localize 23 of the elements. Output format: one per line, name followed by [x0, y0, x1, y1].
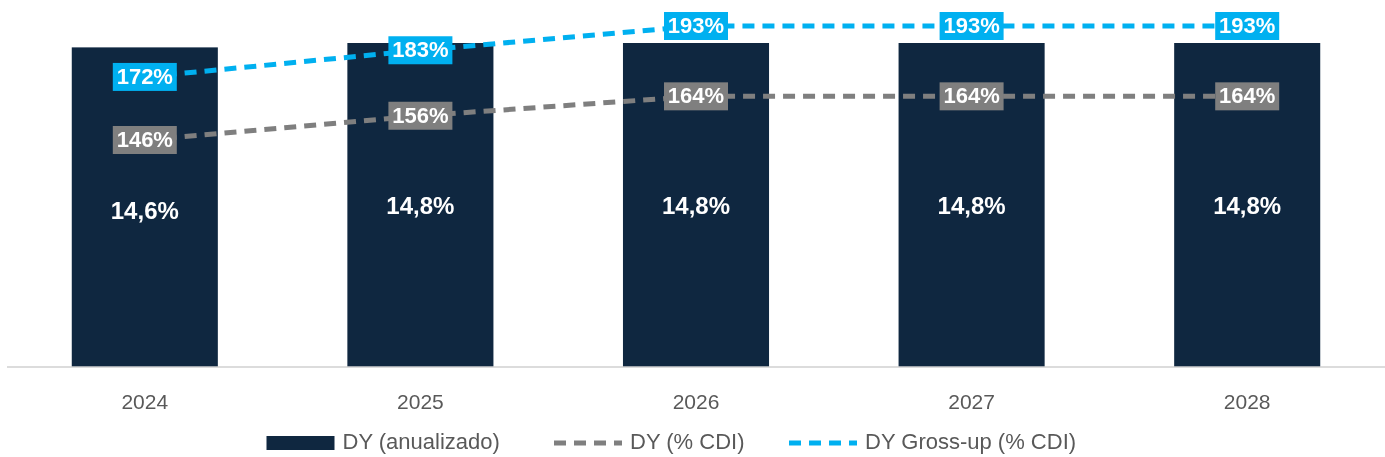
data-label: 14,8% [937, 192, 1006, 220]
data-label: 193% [943, 12, 1000, 38]
x-tick-label: 2026 [672, 390, 720, 413]
data-label: 14,8% [1213, 192, 1282, 220]
x-tick-label: 2027 [948, 390, 995, 413]
data-label: 193% [1219, 12, 1276, 38]
data-label: 146% [116, 126, 173, 152]
data-label: 172% [116, 63, 173, 89]
x-tick-label: 2025 [397, 390, 444, 413]
x-tick-label: 2024 [121, 390, 169, 413]
data-label: 14,6% [110, 196, 179, 224]
data-label: 193% [667, 12, 725, 38]
legend-label: DY (% CDI) [630, 428, 745, 454]
data-label: 164% [943, 83, 1000, 109]
data-label: 183% [392, 37, 449, 63]
legend-label: DY Gross-up (% CDI) [865, 428, 1077, 454]
data-label: 14,8% [386, 192, 455, 220]
data-label: 14,8% [661, 192, 731, 220]
data-label: 164% [667, 83, 725, 109]
data-label: 164% [1219, 83, 1276, 109]
x-tick-label: 2028 [1223, 390, 1271, 413]
legend-label: DY (anualizado) [342, 428, 500, 454]
data-label: 156% [392, 102, 449, 128]
